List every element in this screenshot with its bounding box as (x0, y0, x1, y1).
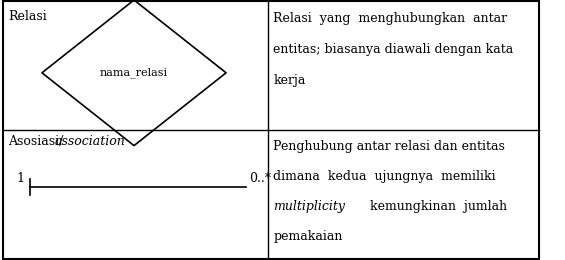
Text: Relasi  yang  menghubungkan  antar: Relasi yang menghubungkan antar (273, 12, 507, 25)
Text: kemungkinan  jumlah: kemungkinan jumlah (363, 200, 507, 213)
Text: 1: 1 (16, 172, 24, 185)
Text: pemakaian: pemakaian (273, 230, 343, 243)
Text: nama_relasi: nama_relasi (100, 67, 168, 78)
Text: entitas; biasanya diawali dengan kata: entitas; biasanya diawali dengan kata (273, 43, 514, 56)
Text: kerja: kerja (273, 74, 306, 87)
Text: Relasi: Relasi (8, 10, 47, 23)
Text: dimana  kedua  ujungnya  memiliki: dimana kedua ujungnya memiliki (273, 170, 496, 183)
FancyBboxPatch shape (3, 1, 539, 259)
Text: Penghubung antar relasi dan entitas: Penghubung antar relasi dan entitas (273, 140, 505, 153)
Text: multiplicity: multiplicity (273, 200, 345, 213)
Text: association: association (54, 135, 125, 148)
Text: 0..*: 0..* (249, 172, 271, 185)
Text: Asosiasi/: Asosiasi/ (8, 135, 63, 148)
